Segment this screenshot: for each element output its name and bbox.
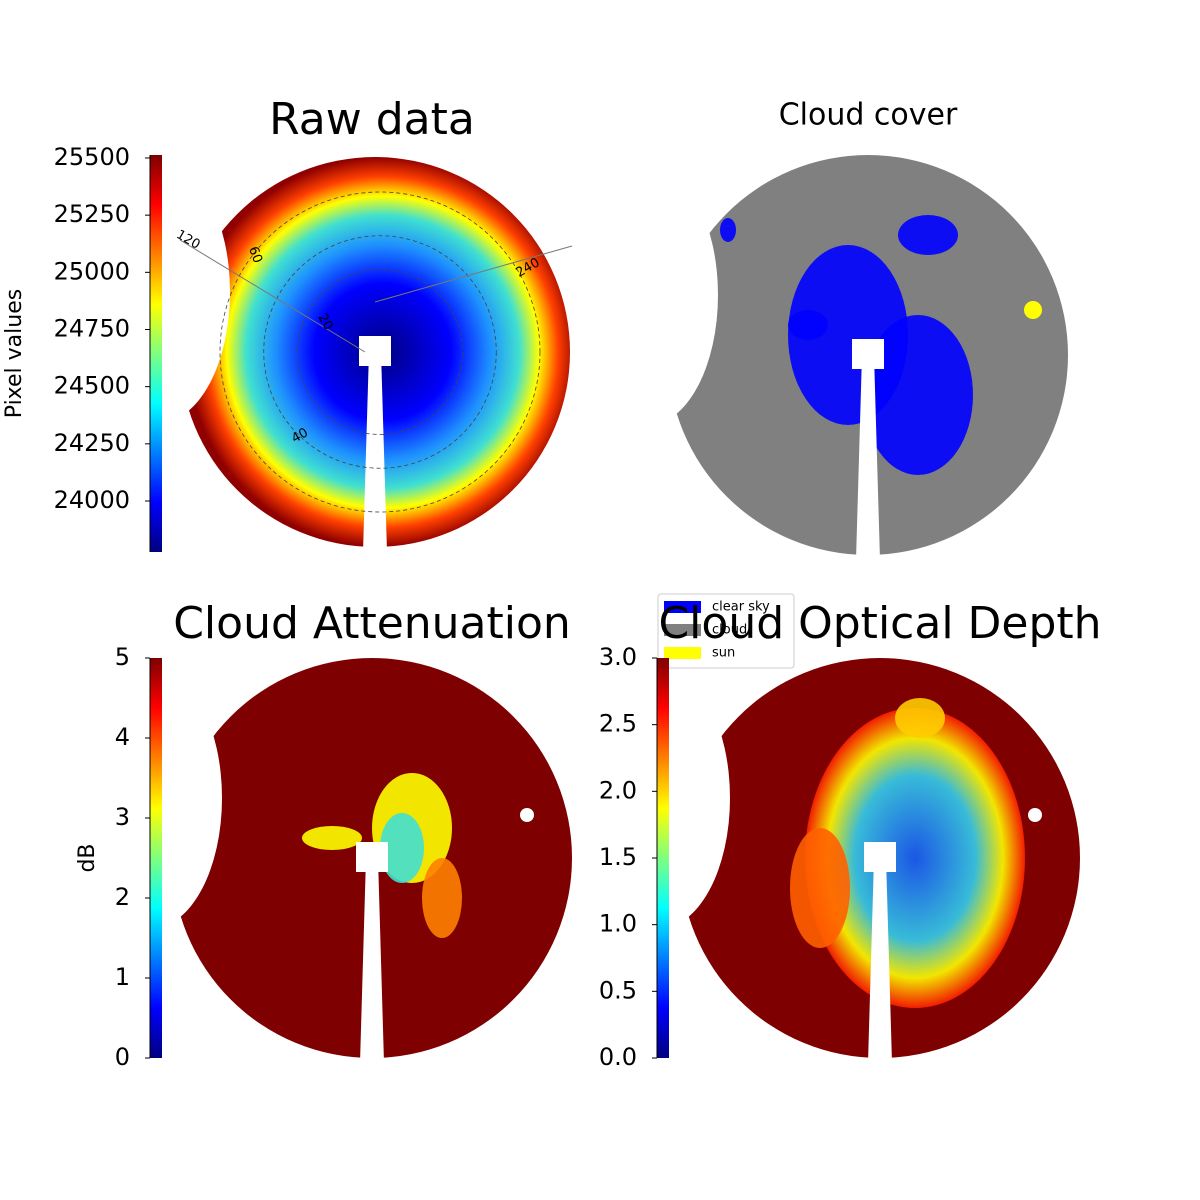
- legend-label: sun: [712, 646, 735, 661]
- polar-axis: [179, 239, 366, 353]
- sun-marker: [1024, 301, 1042, 319]
- horizon-mask: [578, 165, 718, 425]
- legend: clear sky cloud sun: [657, 593, 795, 669]
- legend-label: clear sky: [712, 600, 770, 615]
- tick-label: 3: [115, 803, 130, 831]
- tick-label: 4: [115, 723, 130, 751]
- cloud-patch: [422, 858, 462, 938]
- legend-swatch: [664, 624, 701, 636]
- camera-mask: [864, 842, 896, 872]
- colorbar: [150, 658, 162, 1058]
- colorbar: [657, 658, 669, 1058]
- cloud-patch: [790, 828, 850, 948]
- polar-axis: [374, 245, 573, 303]
- panel: Cloud Attenuation 0 1 2 3 4 5 dB: [75, 598, 572, 1071]
- cloud-patch: [895, 698, 945, 738]
- panel-title: Cloud cover: [779, 98, 958, 133]
- cloud-patch: [380, 813, 424, 883]
- panel: Raw data12024060204024000242502450024750…: [2, 94, 573, 552]
- tick-label: 0: [115, 1043, 130, 1071]
- tick-label: 5: [115, 643, 130, 671]
- colorbar-label: dB: [75, 843, 100, 872]
- tick-label: 2.5: [599, 710, 637, 738]
- panel: Cloud cover: [578, 98, 1068, 560]
- polar-grid: [297, 269, 463, 435]
- mast-mask: [363, 352, 387, 552]
- tick-label: 24500: [54, 372, 130, 400]
- cloud-patch: [720, 218, 736, 242]
- sun-mask: [520, 808, 534, 822]
- legend-swatch: [664, 647, 701, 659]
- panel-title: Cloud Optical Depth: [658, 598, 1101, 649]
- panel-title: Cloud Attenuation: [173, 598, 571, 649]
- tick-label: 1.0: [599, 910, 637, 938]
- tick-label: 2.0: [599, 776, 637, 804]
- tick-label: 1: [115, 963, 130, 991]
- mast-mask: [868, 858, 892, 1063]
- camera-mask: [359, 336, 391, 366]
- mast-mask: [856, 355, 880, 560]
- tick-label: 2: [115, 883, 130, 911]
- colorbar-label: Pixel values: [2, 289, 27, 418]
- polar-label: 60: [245, 245, 265, 266]
- cloud-patch: [788, 310, 828, 340]
- cloud-patch: [302, 826, 362, 850]
- tick-label: 24000: [54, 486, 130, 514]
- polar-grid: [219, 191, 541, 513]
- panel: Cloud Optical Depth 0.0 0.5 1.0 1.5 2.0 2.5 3.0: [590, 598, 1102, 1071]
- cloud-patch: [898, 215, 958, 255]
- legend-swatch: [664, 601, 701, 613]
- polar-label: 40: [289, 425, 311, 446]
- tick-label: 0.5: [599, 976, 637, 1004]
- panel-title: Raw data: [269, 94, 475, 145]
- mast-mask: [360, 858, 384, 1063]
- tick-label: 25250: [54, 200, 130, 228]
- camera-mask: [356, 842, 388, 872]
- tick-label: 24750: [54, 314, 130, 342]
- polar-label: 20: [314, 311, 335, 333]
- camera-mask: [852, 339, 884, 369]
- tick-label: 25500: [54, 143, 130, 171]
- cloud-patch: [863, 315, 973, 475]
- cloud-patch: [805, 708, 1025, 1008]
- legend-label: cloud: [712, 623, 747, 638]
- tick-label: 25000: [54, 257, 130, 285]
- tick-label: 0.0: [599, 1043, 637, 1071]
- polar-grid: [263, 235, 497, 469]
- tick-label: 3.0: [599, 643, 637, 671]
- tick-label: 24250: [54, 429, 130, 457]
- colorbar: [150, 155, 162, 552]
- tick-label: 1.5: [599, 843, 637, 871]
- sun-mask: [1028, 808, 1042, 822]
